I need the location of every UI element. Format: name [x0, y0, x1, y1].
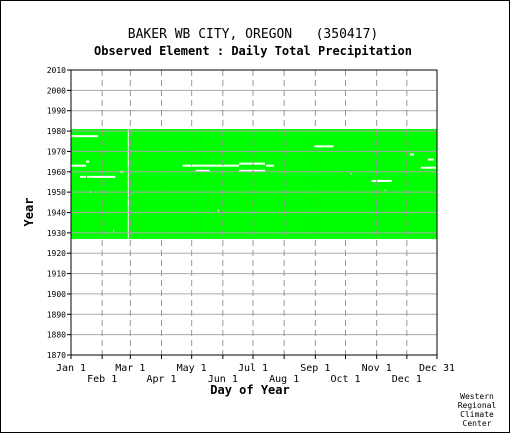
missing-segment-20: [113, 229, 115, 232]
missing-segment-6: [182, 164, 239, 167]
credit-line-2: Regional: [458, 401, 497, 410]
y-axis: 1870 1880 1890 1900 1910 1920 1930 1940 1950 1960…: [47, 66, 71, 360]
x-tick-label-213: Aug 1: [269, 374, 299, 385]
x-tick-label-121: May 1: [177, 363, 207, 374]
y-tick-label-1870: 1870: [47, 351, 66, 360]
x-axis-label: Day of Year: [210, 383, 289, 397]
chart-subtitle: Observed Element : Daily Total Precipita…: [94, 44, 412, 58]
x-tick-label-182: Jul 1: [238, 363, 268, 374]
y-tick-label-2000: 2000: [47, 86, 66, 95]
grid-lines: [71, 70, 437, 355]
missing-day-0: [127, 129, 129, 239]
credit-line-4: Center: [463, 419, 492, 428]
data-coverage-block: [71, 129, 437, 239]
x-tick-label-335: Dec 1: [392, 374, 422, 385]
y-tick-label-1950: 1950: [47, 188, 66, 197]
missing-segment-3: [80, 175, 87, 178]
missing-segment-9: [238, 169, 266, 172]
x-tick-label-60: Mar 1: [115, 363, 145, 374]
y-tick-label-1890: 1890: [47, 310, 66, 319]
x-tick-label-1: Jan 1: [56, 363, 86, 374]
missing-segment-10: [266, 164, 275, 167]
y-tick-label-1900: 1900: [47, 290, 66, 299]
missing-segment-18: [350, 172, 352, 175]
y-tick-label-1930: 1930: [47, 229, 66, 238]
x-axis: Jan 1 Mar 1 May 1 Jul 1 Sep 1 Nov 1 Dec 31 Feb …: [56, 355, 455, 385]
missing-segment-1: [71, 164, 87, 167]
missing-segment-4: [87, 175, 116, 178]
missing-segment-7: [195, 169, 210, 172]
missing-segment-19: [384, 189, 386, 192]
missing-data-layer: [71, 129, 436, 239]
x-tick-label-152: Jun 1: [208, 374, 238, 385]
y-tick-label-1990: 1990: [47, 107, 66, 116]
missing-segment-0: [71, 135, 99, 138]
y-tick-label-1910: 1910: [47, 270, 66, 279]
y-tick-label-2010: 2010: [47, 66, 66, 75]
y-tick-label-1980: 1980: [47, 127, 66, 136]
missing-segment-11: [314, 145, 334, 148]
x-tick-label-305: Nov 1: [362, 363, 392, 374]
y-tick-label-1920: 1920: [47, 249, 66, 258]
missing-segment-16: [217, 209, 219, 212]
missing-segment-8: [238, 162, 266, 165]
missing-segment-2: [86, 160, 90, 163]
y-tick-label-1940: 1940: [47, 209, 66, 218]
missing-segment-13: [409, 153, 414, 156]
missing-segment-12: [371, 179, 392, 182]
x-tick-label-91: Apr 1: [146, 374, 176, 385]
x-tick-label-244: Sep 1: [300, 363, 330, 374]
chart-title: BAKER WB CITY, OREGON (350417): [128, 27, 378, 42]
missing-segment-14: [427, 158, 434, 161]
credit-block: Western Regional Climate Center: [458, 392, 497, 428]
y-axis-label: Year: [22, 198, 36, 227]
y-tick-label-1970: 1970: [47, 147, 66, 156]
data-coverage-layer: [71, 129, 437, 239]
missing-segment-15: [420, 166, 436, 169]
y-tick-label-1960: 1960: [47, 168, 66, 177]
y-tick-label-1880: 1880: [47, 331, 66, 340]
credit-line-3: Climate: [460, 410, 494, 419]
x-tick-label-32: Feb 1: [87, 374, 117, 385]
credit-line-1: Western: [460, 392, 494, 401]
x-tick-label-365: Dec 31: [419, 363, 455, 374]
x-tick-label-274: Oct 1: [330, 374, 360, 385]
